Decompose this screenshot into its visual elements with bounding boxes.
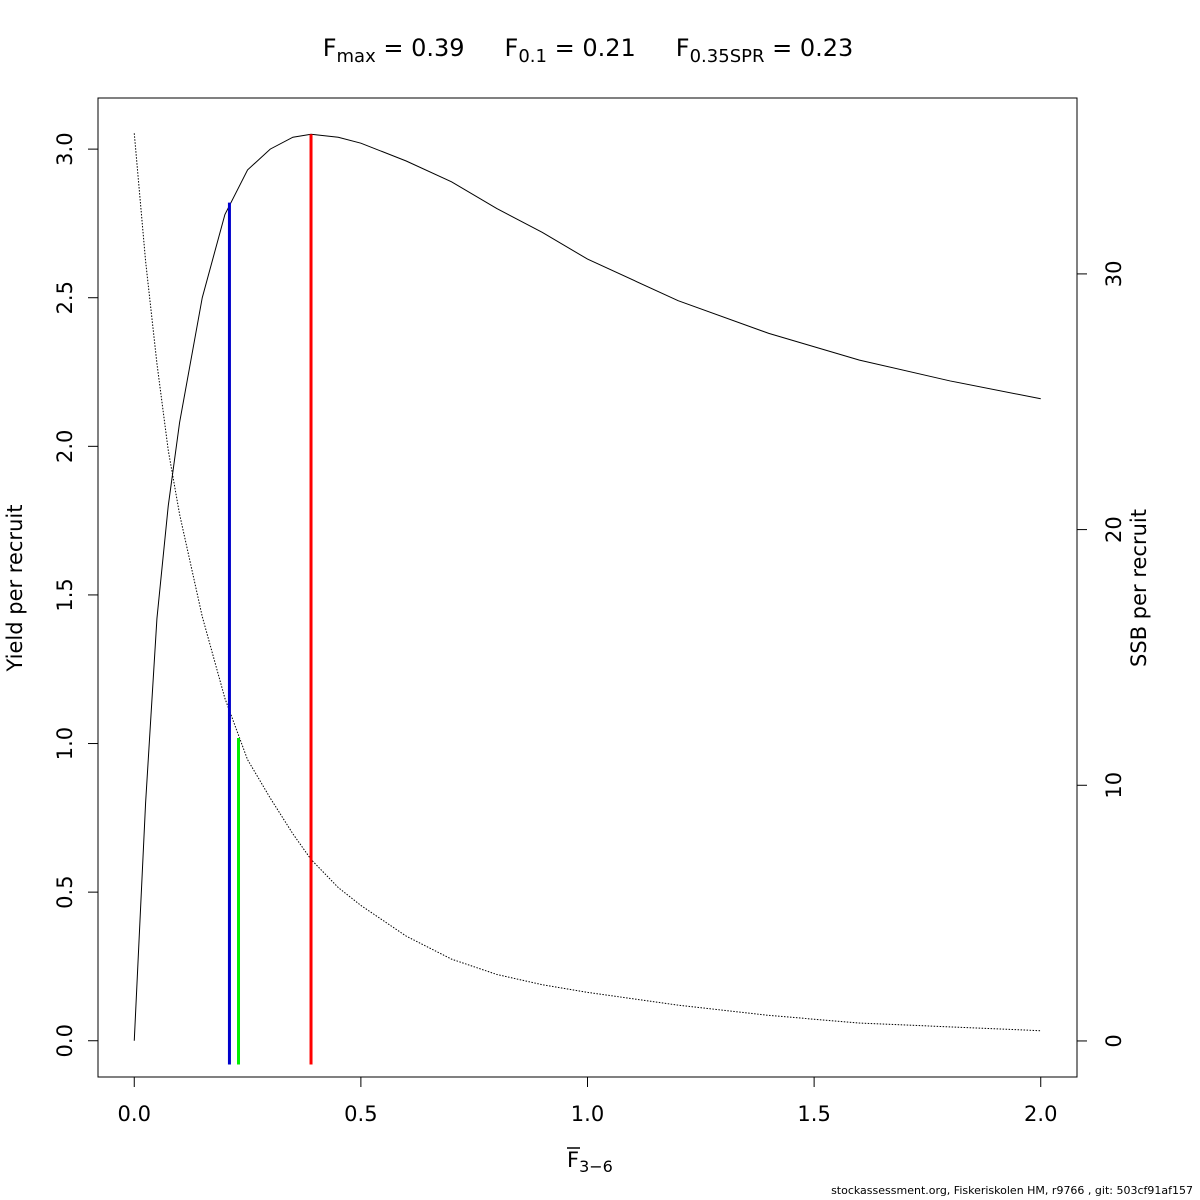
chart-title: Fmax = 0.39 F0.1 = 0.21 F0.35SPR = 0.23 — [323, 34, 854, 67]
plot-frame — [97, 97, 1078, 1078]
y2-tick-label: 10 — [1102, 772, 1126, 799]
y-tick-label: 1.5 — [53, 578, 77, 611]
y-tick-label: 0.0 — [53, 1024, 77, 1057]
title-sub: 0.1 — [518, 46, 547, 67]
y-tick-label: 1.0 — [53, 727, 77, 760]
series-line — [133, 133, 1041, 1041]
title-base: F — [676, 34, 690, 62]
y-tick-label: 3.0 — [53, 132, 77, 165]
y-tick-label: 0.5 — [53, 875, 77, 908]
x-axis-label: F3−6 — [567, 1148, 613, 1176]
x-tick-label: 0.5 — [344, 1102, 377, 1126]
title-base: F — [505, 34, 519, 62]
footnote: stockassessment.org, Fiskeriskolen HM, r… — [831, 1184, 1193, 1197]
title-rest: = 0.21 — [547, 34, 636, 62]
series-line — [133, 133, 1041, 1032]
x-tick-label: 2.0 — [1024, 1102, 1057, 1126]
title-rest: = 0.39 — [376, 34, 465, 62]
x-tick-label: 1.5 — [797, 1102, 830, 1126]
y-tick-label: 2.5 — [53, 281, 77, 314]
x-tick-label: 0.0 — [118, 1102, 151, 1126]
x-tick-label: 1.0 — [571, 1102, 604, 1126]
y-axis-label: Yield per recruit — [3, 505, 27, 673]
x-label-base: F — [567, 1148, 579, 1172]
y-tick-label: 2.0 — [53, 430, 77, 463]
title-sub: 0.35SPR — [690, 46, 765, 67]
y2-tick-label: 0 — [1102, 1034, 1126, 1047]
title-rest: = 0.23 — [764, 34, 853, 62]
x-label-sub: 3−6 — [579, 1157, 613, 1176]
y2-tick-label: 20 — [1102, 516, 1126, 543]
title-sub: max — [337, 46, 377, 67]
title-base: F — [323, 34, 337, 62]
y2-axis-label: SSB per recruit — [1127, 509, 1151, 667]
y2-tick-label: 30 — [1102, 261, 1126, 288]
